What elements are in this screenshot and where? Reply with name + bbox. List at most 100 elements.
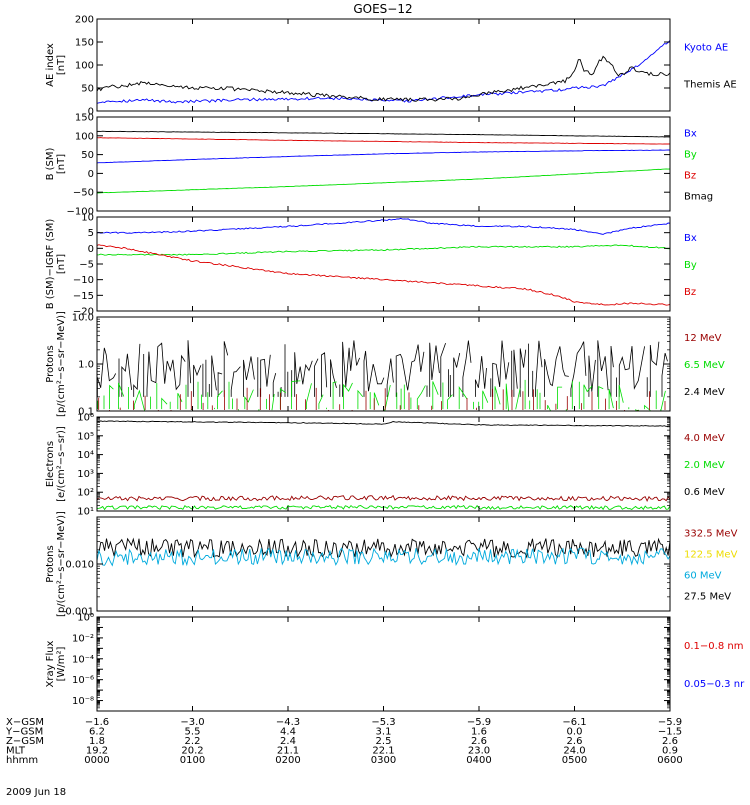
x-tick-value: 0600 [657,755,682,766]
y-axis-label: [p/(cm²−s−sr−MeV)] [56,511,67,617]
y-axis-label: B (SM) [45,147,56,180]
x-tick-value: −5.9 [467,717,491,728]
panel-electrons: 10¹ 10² 10³ 10⁴ 10⁵ 10⁶ Electrons [e/(cm²−s−sr)… [45,413,725,518]
panel-frame [96,116,671,212]
x-tick-value: 2.4 [280,736,296,747]
series-line-by [97,244,670,256]
x-tick-value: 4.4 [280,727,296,738]
y-tick-label: 10¹ [77,507,94,518]
x-tick-value: 2.6 [567,736,583,747]
y-tick-label: 10⁰ [77,613,94,624]
legend-entry-bx: Bx [684,233,697,244]
x-tick-value: 0400 [466,755,491,766]
y-tick-label: −15 [73,291,94,302]
y-tick-label: 100 [75,61,94,72]
x-tick-value: −6.1 [562,717,586,728]
y-tick-label: 50 [81,150,94,161]
panel-ae: 0 50 100 150 200 AE index [nT] Kyoto AE Themis A… [45,15,737,118]
legend-entry-0-05-0-3-nr: 0.05−0.3 nr [684,679,745,690]
panel-frame [96,18,671,112]
y-tick-label: −20 [73,307,94,318]
x-tick-value: 0200 [275,755,300,766]
y-tick-label: −5 [79,260,94,271]
legend-entry-2-0-mev: 2.0 MeV [684,460,725,471]
y-tick-label: 10⁻² [72,633,94,644]
y-tick-label: 10.0 [72,313,94,324]
y-axis-label: Protons [45,545,56,582]
series-group-electrons [97,420,670,511]
x-tick-value: 2.6 [471,736,487,747]
x-tick-value: 22.1 [372,746,394,757]
x-row-label: Y−GSM [5,727,43,738]
y-tick-label: 10⁻⁸ [72,696,94,707]
series-line-bmag [97,130,670,138]
x-axis-info: X−GSM −1.6 −3.0 −4.3 −5.3 −5.9 −6.1 −5.9 Y−GSM 6.… [5,717,683,766]
y-axis-label: [nT] [56,254,67,274]
x-tick-value: −5.9 [658,717,682,728]
y-axis-label: B (SM)−IGRF (SM) [45,219,56,310]
y-tick-label: 100 [75,131,94,142]
series-line-4-0-mev [97,494,670,502]
y-tick-label: 10⁵ [77,431,94,442]
series-line-12-mev [98,387,666,411]
x-row-label: MLT [6,746,26,757]
series-line-60-mev [97,547,670,567]
y-axis-label: [nT] [56,55,67,75]
series-group-protons_low [97,340,668,411]
legend-entry-themis-ae: Themis AE [683,79,737,90]
x-row-label: X−GSM [6,717,44,728]
y-tick-label: 1.0 [78,360,94,371]
y-axis-label: Xray Flux [45,640,56,687]
x-tick-value: 0500 [562,755,587,766]
series-line-bz [97,137,670,145]
figure-title: GOES−12 [353,2,412,16]
legend-entry-bz: Bz [684,287,696,298]
series-group-protons_high [97,537,670,567]
y-axis-label: [nT] [56,154,67,174]
x-tick-value: 2.6 [662,736,678,747]
series-line-bz [97,244,670,306]
legend-entry-by: By [684,260,697,271]
y-axis-label: Protons [45,345,56,382]
legend-entry-by: By [684,150,697,161]
panel-protons_low: 0.1 1.0 10.0 Protons [p/(cm²−s−sr−MeV)] 12 Me… [45,311,725,418]
legend-entry-bz: Bz [684,170,696,181]
y-axis-label: [p/(cm²−s−sr−MeV)] [56,311,67,417]
x-tick-value: 5.5 [185,727,201,738]
x-tick-value: −1.6 [85,717,109,728]
series-line-bx [97,149,670,164]
x-tick-value: 23.0 [468,746,490,757]
x-tick-value: 21.1 [277,746,299,757]
y-axis-label: Electrons [45,441,56,487]
y-tick-label: 10 [81,213,94,224]
legend-entry-kyoto-ae: Kyoto AE [684,43,728,54]
panel-bdiff: −20 −15 −10 −5 0 5 10 B (SM)−IGRF (SM) [nT] Bx By B… [45,213,697,318]
y-tick-label: 0 [88,169,94,180]
y-tick-label: 0.1 [78,407,94,418]
y-tick-label: 0 [88,107,94,118]
series-line-27-5-mev [97,537,670,559]
series-line-by [97,168,670,194]
x-tick-value: 0.9 [662,746,678,757]
x-tick-value: 2.5 [376,736,392,747]
legend-entry-bx: Bx [684,129,697,140]
y-tick-label: 0 [88,244,94,255]
series-group-bsm [97,130,670,194]
x-tick-value: −5.3 [371,717,395,728]
y-tick-label: 150 [75,113,94,124]
y-tick-label: 10⁴ [77,450,94,461]
legend-entry-12-mev: 12 MeV [684,333,722,344]
x-tick-value: 3.1 [376,727,392,738]
x-tick-value: 6.2 [89,727,105,738]
series-group-bdiff [97,217,670,306]
x-tick-value: 24.0 [563,746,585,757]
x-tick-value: −4.3 [276,717,300,728]
legend-entry-0-6-mev: 0.6 MeV [684,487,725,498]
panel-bsm: −100 −50 0 50 100 150 B (SM) [nT] Bx By Bz Bmag [45,113,713,218]
y-tick-label: 0.001 [65,607,94,618]
y-tick-label: 50 [81,84,94,95]
legend-entry-bmag: Bmag [684,191,713,202]
